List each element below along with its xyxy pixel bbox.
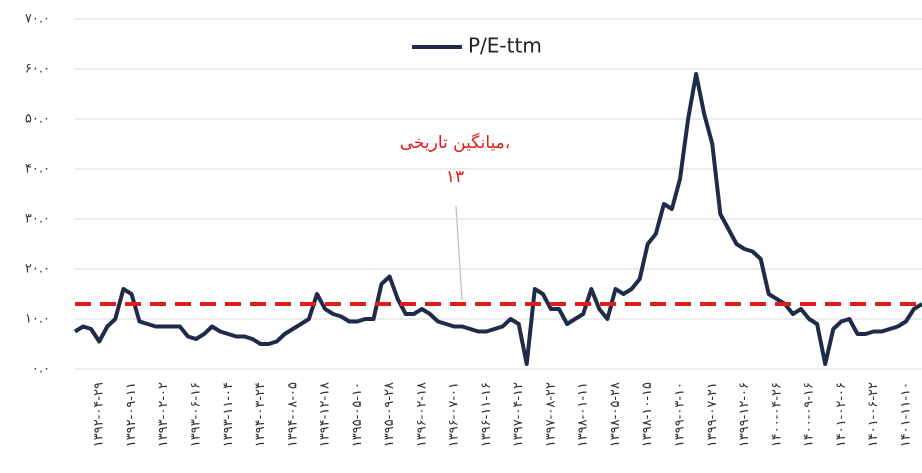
leader-line [455,205,463,301]
x-tick-label: ۱۴۰۱-۰۲-۰۶ [834,382,849,447]
x-tick-label: ۱۳۹۸-۰۱-۱۱ [576,382,591,447]
average-label: ۱۳ [446,167,464,187]
x-tick-label: ۱۳۹۷-۰۴-۱۲ [511,382,526,447]
x-tick-label: ۱۳۹۲-۰۴-۲۹ [92,382,107,447]
x-tick-label: ۱۴۰۰-۰۹-۱۶ [802,382,817,447]
x-tick-label: ۱۳۹۸-۱۰-۱۵ [640,382,655,447]
y-tick-label: ۰.۰ [32,362,50,377]
x-tick-label: ۱۳۹۳-۱۱-۰۴ [221,382,236,447]
x-tick-label: ۱۳۹۴-۰۸-۰۵ [285,382,300,447]
y-tick-label: ۶۰.۰ [25,62,50,77]
x-tick-label: ۱۳۹۸-۰۵-۲۸ [608,382,623,447]
x-tick-label: ۱۳۹۶-۰۷-۰۱ [447,382,462,447]
x-tick-label: ۱۴۰۱-۱۱-۱۰ [898,382,913,447]
x-tick-label: ۱۳۹۹-۰۳-۱۰ [673,382,688,447]
y-tick-label: ۲۰.۰ [25,262,50,277]
x-tick-label: ۱۴۰۰-۰۴-۲۶ [769,382,784,447]
legend-label: P/E-ttm [468,34,542,58]
y-tick-label: ۷۰.۰ [25,12,50,27]
x-tick-label: ۱۳۹۷-۰۸-۲۲ [543,382,558,447]
annotation: میانگین تاریخی، [400,132,511,153]
y-tick-label: ۴۰.۰ [25,162,50,177]
y-tick-label: ۳۰.۰ [25,212,50,227]
x-tick-label: ۱۳۹۵-۰۵-۱۰ [350,382,365,447]
x-tick-label: ۱۳۹۴-۰۳-۲۴ [253,382,268,447]
x-tick-label: ۱۳۹۴-۱۲-۱۸ [318,382,333,447]
x-tick-label: ۱۳۹۲-۰۹-۱۱ [124,382,139,447]
x-tick-label: ۱۳۹۹-۰۷-۲۱ [705,382,720,447]
x-tick-label: ۱۳۹۶-۰۲-۱۸ [414,382,429,447]
x-tick-label: ۱۳۹۳-۰۶-۱۶ [189,382,204,447]
y-tick-label: ۵۰.۰ [25,112,50,127]
series-line [73,72,922,366]
x-tick-label: ۱۳۹۳-۰۲-۰۲ [156,382,171,447]
x-tick-label: ۱۳۹۵-۰۹-۲۸ [382,382,397,447]
x-tick-label: ۱۳۹۶-۱۱-۱۶ [479,382,494,447]
y-tick-label: ۱۰.۰ [25,312,50,327]
x-tick-label: ۱۳۹۹-۱۲-۰۶ [737,382,752,447]
x-tick-label: ۱۴۰۱-۰۶-۲۲ [866,382,881,447]
